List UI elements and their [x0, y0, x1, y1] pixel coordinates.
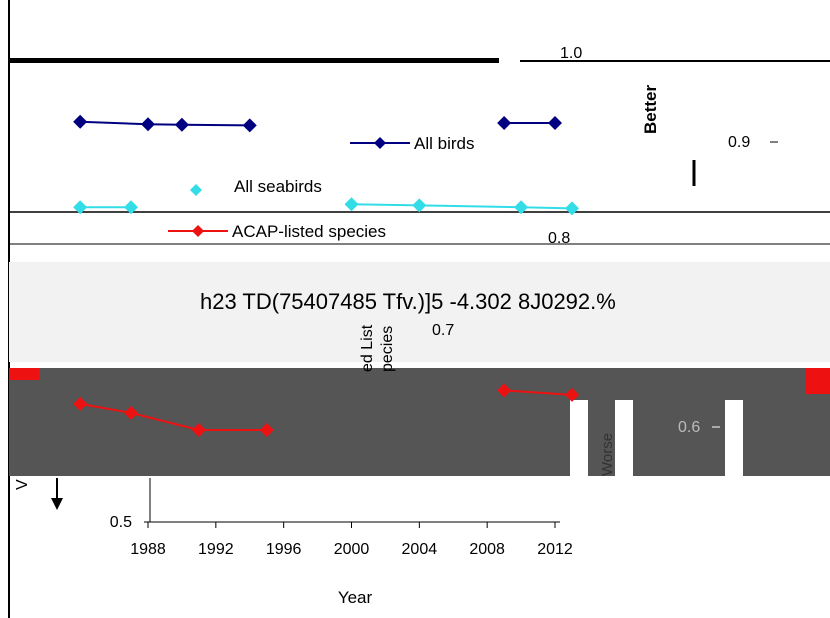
series-point-1-0	[73, 200, 88, 215]
series-point-1-2	[344, 197, 359, 212]
x-tick-label-2000: 2000	[334, 541, 370, 558]
top-bar-right	[520, 60, 830, 62]
dup-tick-0.8: 0.8	[548, 230, 570, 247]
x-tick-label-2012: 2012	[537, 541, 573, 558]
y-tick-0.5: 0.5	[110, 514, 132, 531]
series-point-2-2	[191, 423, 206, 437]
red-block-left	[9, 368, 39, 380]
worse-label: Worse	[599, 433, 616, 476]
x-axis-title: Year	[338, 588, 373, 607]
series-line-0-part-0	[80, 120, 250, 127]
dark-band-gap-3	[725, 400, 743, 476]
series-line-2-part-0	[79, 402, 267, 431]
legend-label-all-seabirds: All seabirds	[234, 177, 322, 196]
x-tick-label-2008: 2008	[469, 541, 505, 558]
series-point-1-4	[514, 200, 529, 215]
legend-marker-all-seabirds	[190, 184, 202, 196]
x-ticks: 1988 1992 1996 2000 2004 2008 2012	[130, 522, 573, 558]
gray-band	[9, 262, 830, 362]
better-label: Better	[641, 84, 660, 134]
dark-band	[9, 368, 830, 476]
dup-tick-0.6: 0.6	[678, 419, 700, 436]
x-tick-label-1996: 1996	[266, 541, 302, 558]
series-point-2-4	[497, 383, 512, 398]
top-bar	[9, 58, 499, 63]
dark-band-gap-1	[570, 400, 588, 476]
dark-band-gap-2	[615, 400, 633, 476]
series-point-1-3	[412, 198, 427, 213]
series-point-0-5	[548, 116, 562, 130]
legend-marker-all-birds	[374, 137, 386, 149]
dup-tick-1.0: 1.0	[560, 45, 582, 62]
fragment-v: V	[14, 479, 31, 490]
stray-text: h23 TD(75407485 Tfv.)]5 -4.302 8J0292.%	[200, 289, 616, 314]
legend: All birds All seabirds ACAP-listed speci…	[168, 134, 474, 241]
series-point-2-3	[259, 423, 274, 437]
series-line-2-part-1	[504, 389, 573, 396]
x-tick-label-2004: 2004	[402, 541, 438, 558]
series-layer	[73, 114, 579, 437]
x-tick-label-1992: 1992	[198, 541, 234, 558]
dup-tick-0.7: 0.7	[432, 322, 454, 339]
series-point-0-3	[242, 118, 257, 133]
series-point-2-1	[124, 405, 139, 420]
series-point-2-5	[564, 387, 579, 402]
series-point-2-0	[73, 396, 88, 411]
series-point-1-1	[124, 200, 139, 215]
series-point-0-0	[73, 114, 88, 129]
series-point-0-1	[141, 117, 155, 132]
worse-arrow-head	[51, 498, 63, 510]
legend-marker-acap	[192, 225, 204, 237]
series-point-1-5	[564, 201, 579, 216]
series-point-0-2	[174, 117, 189, 132]
legend-label-all-birds: All birds	[414, 134, 474, 153]
red-block-right	[806, 368, 830, 394]
x-tick-label-1988: 1988	[130, 541, 166, 558]
legend-label-acap: ACAP-listed species	[232, 222, 386, 241]
side-label-1: ed List	[359, 324, 376, 372]
series-point-0-4	[497, 116, 512, 130]
side-label-2: pecies	[379, 326, 396, 372]
dup-tick-0.9: 0.9	[728, 134, 750, 151]
series-line-1-part-1	[351, 203, 572, 210]
